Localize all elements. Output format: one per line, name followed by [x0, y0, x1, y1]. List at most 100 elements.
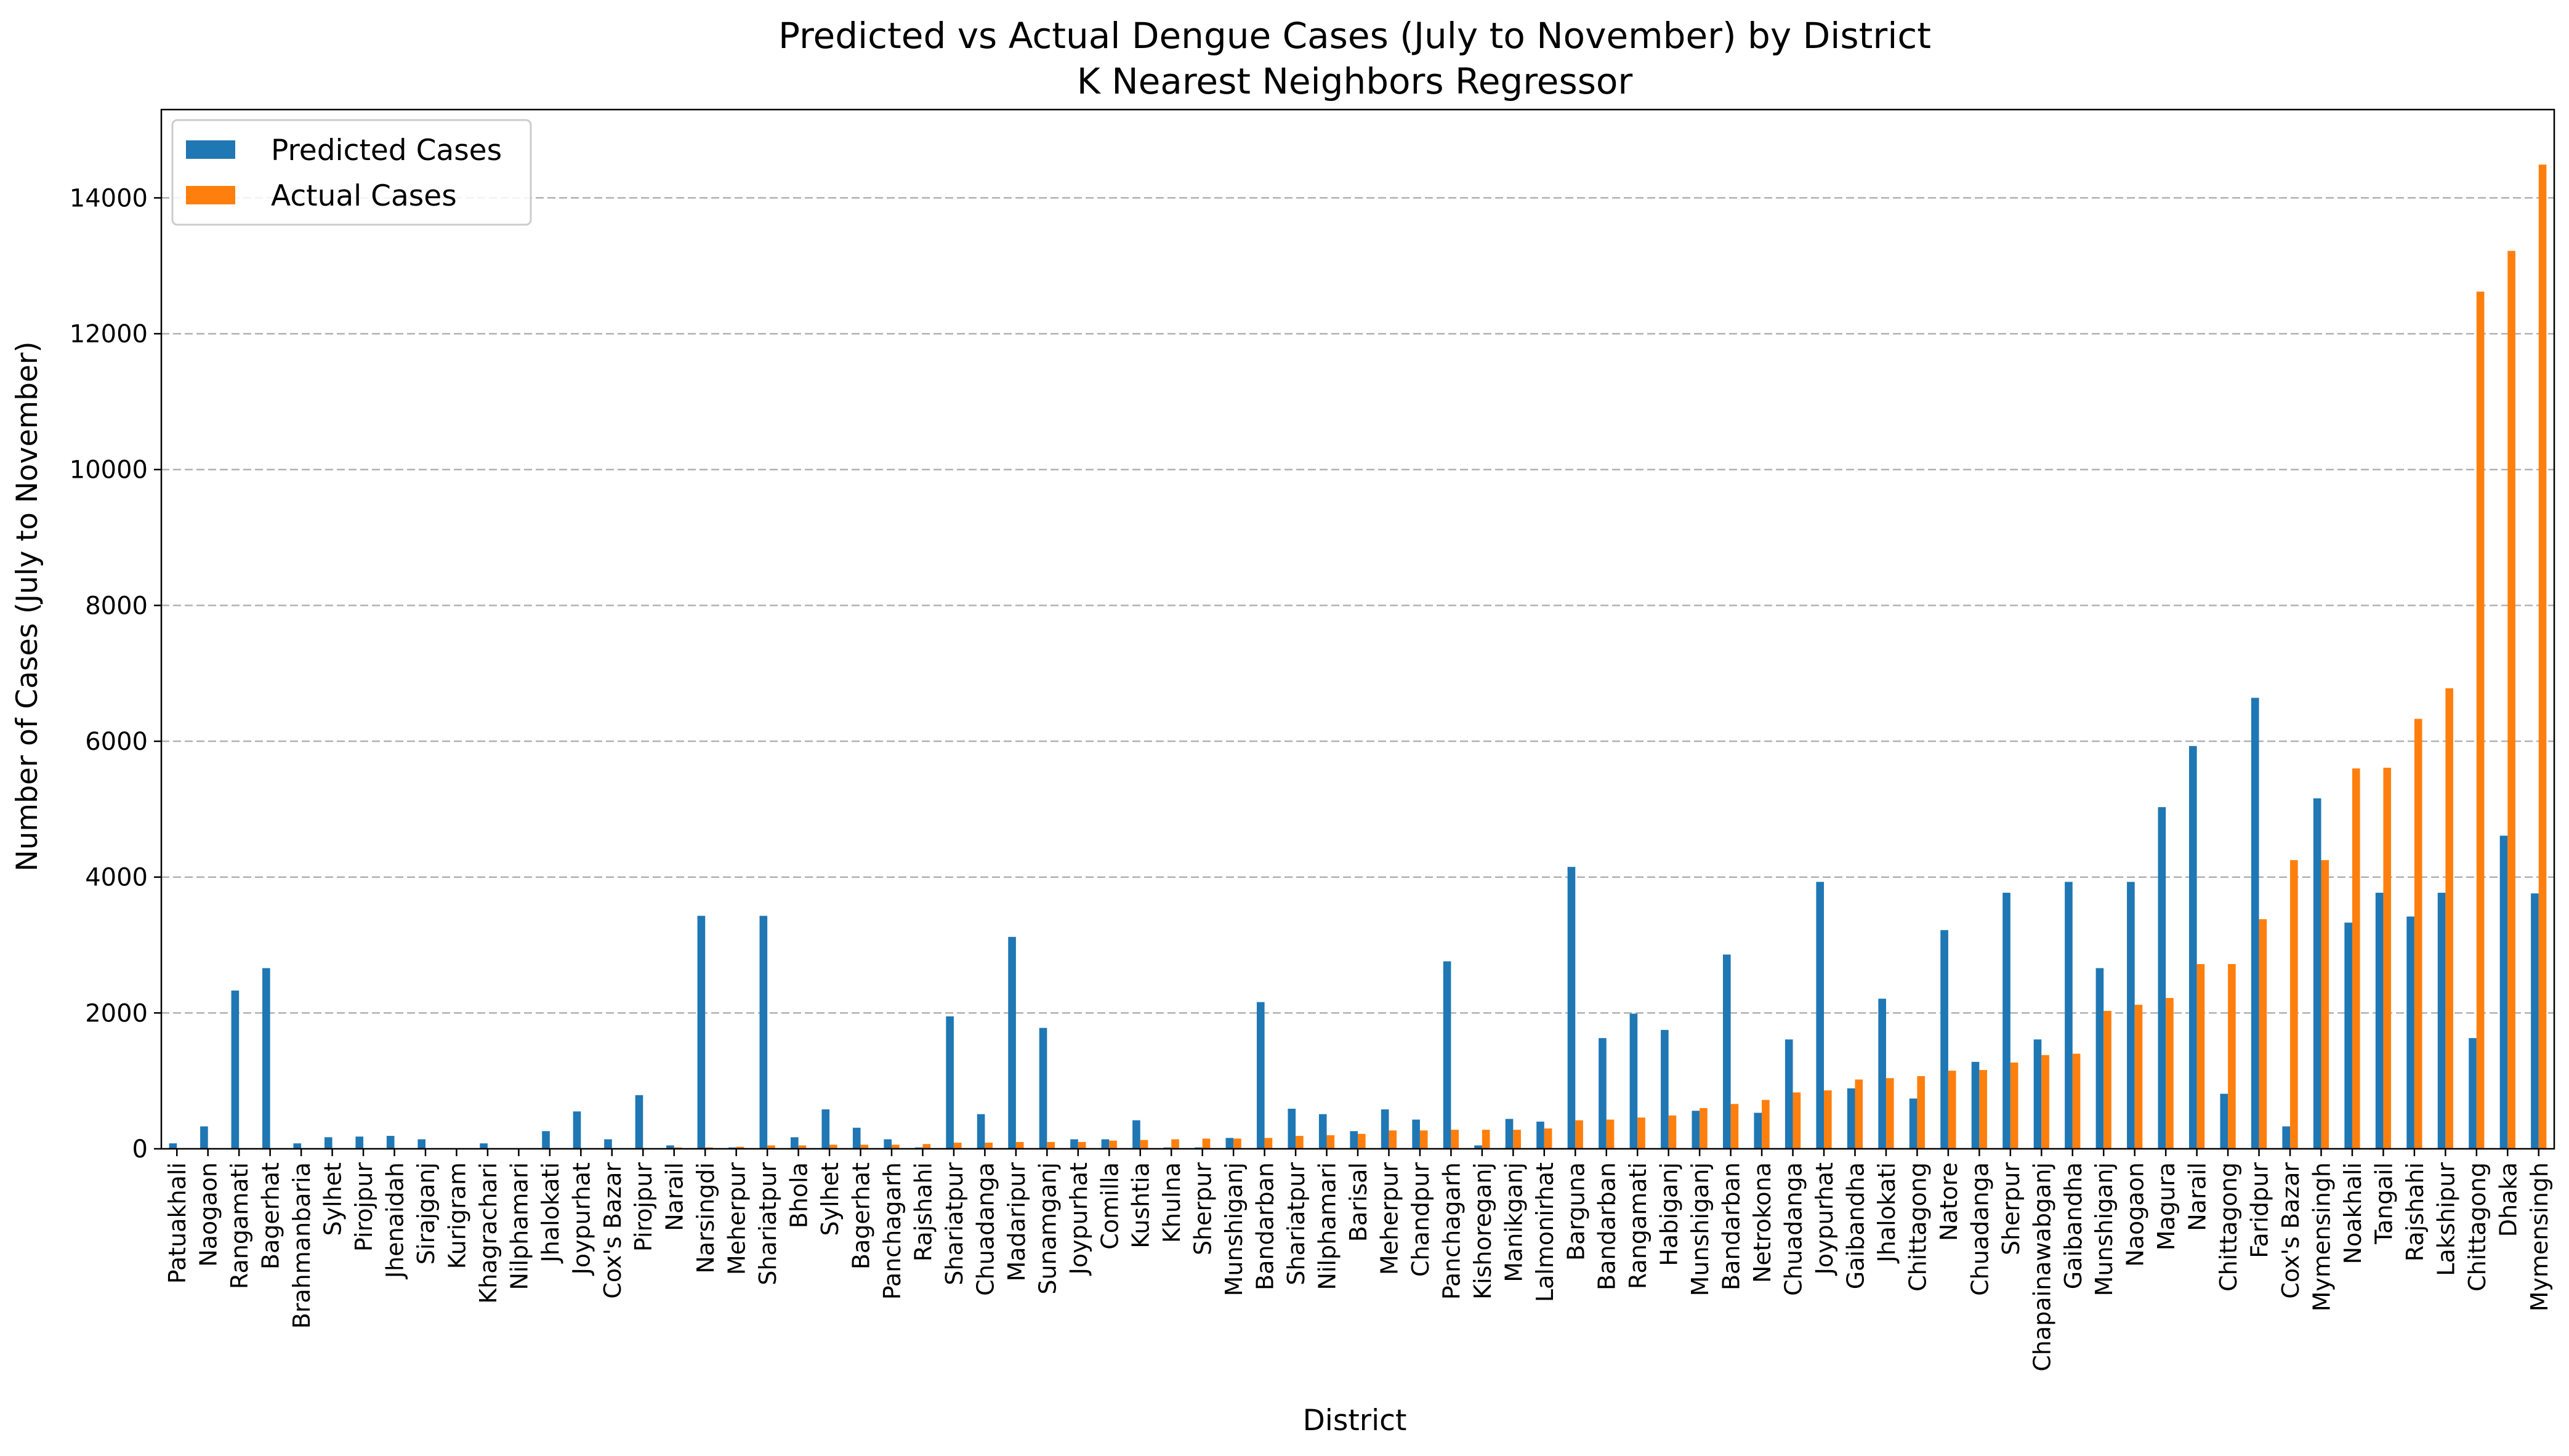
bar-predicted [1722, 954, 1731, 1149]
x-tick-label: Faridpur [2246, 1162, 2273, 1258]
x-tick-label: Pirojpur [350, 1162, 377, 1252]
bar-predicted [1847, 1088, 1855, 1149]
bar-actual [1419, 1130, 1428, 1149]
y-tick-label: 6000 [85, 728, 148, 756]
bar-predicted [1816, 882, 1825, 1149]
legend-frame [171, 119, 532, 226]
x-tick-label: Dhaka [2494, 1162, 2522, 1237]
legend-swatch-actual [186, 186, 235, 204]
x-tick-label: Brahmanbaria [288, 1162, 315, 1329]
bar-predicted [852, 1127, 861, 1149]
bar-actual [1358, 1133, 1366, 1149]
x-tick-label: Natore [1935, 1162, 1962, 1241]
x-tick-label: Chuadanga [1780, 1162, 1807, 1296]
x-tick-label: Bandarban [1718, 1162, 1745, 1290]
y-tick-label: 10000 [70, 456, 148, 485]
bar-predicted [1008, 936, 1016, 1149]
bar-actual [922, 1144, 931, 1149]
bar-predicted [262, 968, 270, 1149]
x-tick-label: Chittagong [2215, 1162, 2242, 1292]
x-tick-label: Bagerhat [257, 1162, 284, 1269]
bar-actual [2507, 251, 2515, 1149]
x-tick-label: Rajshahi [909, 1162, 937, 1261]
bar-actual [2196, 963, 2205, 1149]
bar-actual [1637, 1117, 1645, 1149]
bar-actual [767, 1145, 775, 1149]
x-tick-label: Kurigram [443, 1162, 470, 1269]
bar-predicted [542, 1131, 550, 1149]
x-tick-label: Nilphamari [1314, 1162, 1341, 1290]
chart-subtitle: K Nearest Neighbors Regressor [1077, 60, 1633, 102]
bar-predicted [1567, 867, 1576, 1149]
bar-actual [1762, 1100, 1770, 1149]
bar-predicted [946, 1016, 954, 1149]
x-tick-label: Sherpur [1998, 1162, 2025, 1255]
bar-predicted [1318, 1114, 1327, 1149]
x-tick-label: Sunamganj [1034, 1162, 1061, 1295]
bar-predicted [2220, 1093, 2228, 1149]
bar-predicted [324, 1137, 333, 1149]
x-tick-label: Joypurhat [1811, 1162, 1838, 1276]
x-tick-label: Jhalokati [537, 1162, 564, 1263]
bar-predicted [1381, 1109, 1389, 1149]
bar-actual [1917, 1076, 1926, 1149]
bar-predicted [1878, 999, 1886, 1149]
bar-actual [1606, 1119, 1615, 1149]
bar-predicted [573, 1111, 581, 1149]
bar-predicted [977, 1114, 985, 1149]
x-tick-label: Kishoreganj [1469, 1162, 1496, 1300]
x-tick-label: Madaripur [1003, 1162, 1030, 1282]
x-tick-label: Chapainawabganj [2028, 1162, 2055, 1372]
y-tick-label: 12000 [70, 320, 148, 348]
x-tick-label: Nilphamari [506, 1162, 533, 1290]
bar-actual [1793, 1092, 1801, 1149]
x-tick-label: Cox's Bazar [2277, 1162, 2304, 1299]
x-tick-label: Sylhet [817, 1162, 844, 1236]
bar-predicted [231, 990, 240, 1149]
bar-actual [2228, 963, 2236, 1149]
bar-actual [1575, 1120, 1583, 1149]
y-tick-label: 2000 [85, 999, 148, 1028]
bar-predicted [1785, 1039, 1793, 1149]
bar-actual [1948, 1071, 1956, 1149]
x-tick-label: Jhalokati [1873, 1162, 1900, 1263]
bar-predicted [1536, 1121, 1544, 1149]
x-tick-label: Munshiganj [2091, 1162, 2118, 1296]
bar-predicted [2282, 1126, 2291, 1149]
bar-actual [1202, 1138, 1211, 1149]
x-tick-label: Comilla [1096, 1162, 1123, 1250]
x-tick-label: Chittagong [1904, 1162, 1931, 1292]
x-tick-label: Panchagarh [1438, 1162, 1465, 1300]
y-tick-label: 4000 [85, 864, 148, 892]
x-tick-label: Rajshahi [2402, 1162, 2429, 1261]
bar-actual [1855, 1079, 1863, 1149]
x-tick-label: Cox's Bazar [599, 1162, 626, 1299]
bar-predicted [1225, 1138, 1234, 1149]
y-axis-label: Number of Cases (July to November) [10, 341, 44, 871]
x-tick-label: Naogaon [2122, 1162, 2149, 1267]
bar-actual [891, 1144, 900, 1149]
bar-predicted [2499, 835, 2508, 1149]
x-tick-label: Rangamati [226, 1162, 253, 1289]
bar-predicted [2344, 922, 2352, 1149]
bar-actual [2352, 768, 2360, 1149]
bar-predicted [200, 1126, 208, 1149]
legend-label-predicted: Predicted Cases [271, 134, 502, 167]
bar-predicted [666, 1145, 674, 1149]
x-tick-label: Chittagong [2464, 1162, 2491, 1292]
x-tick-label: Tangail [2370, 1162, 2397, 1245]
bar-actual [2259, 919, 2267, 1149]
bar-actual [1513, 1130, 1521, 1149]
x-tick-label: Mymensingh [2308, 1162, 2335, 1311]
bar-predicted [759, 915, 768, 1149]
bars-layer [169, 164, 2547, 1149]
x-tick-label: Sherpur [1190, 1162, 1217, 1255]
legend-label-actual: Actual Cases [271, 179, 457, 213]
x-tick-label: Munshiganj [1220, 1162, 1248, 1296]
bar-actual [2321, 860, 2329, 1149]
bar-actual [985, 1143, 993, 1149]
bar-predicted [1350, 1131, 1358, 1149]
x-tick-label: Narsingdi [692, 1162, 719, 1274]
bar-predicted [1661, 1029, 1669, 1149]
bar-predicted [169, 1143, 177, 1149]
